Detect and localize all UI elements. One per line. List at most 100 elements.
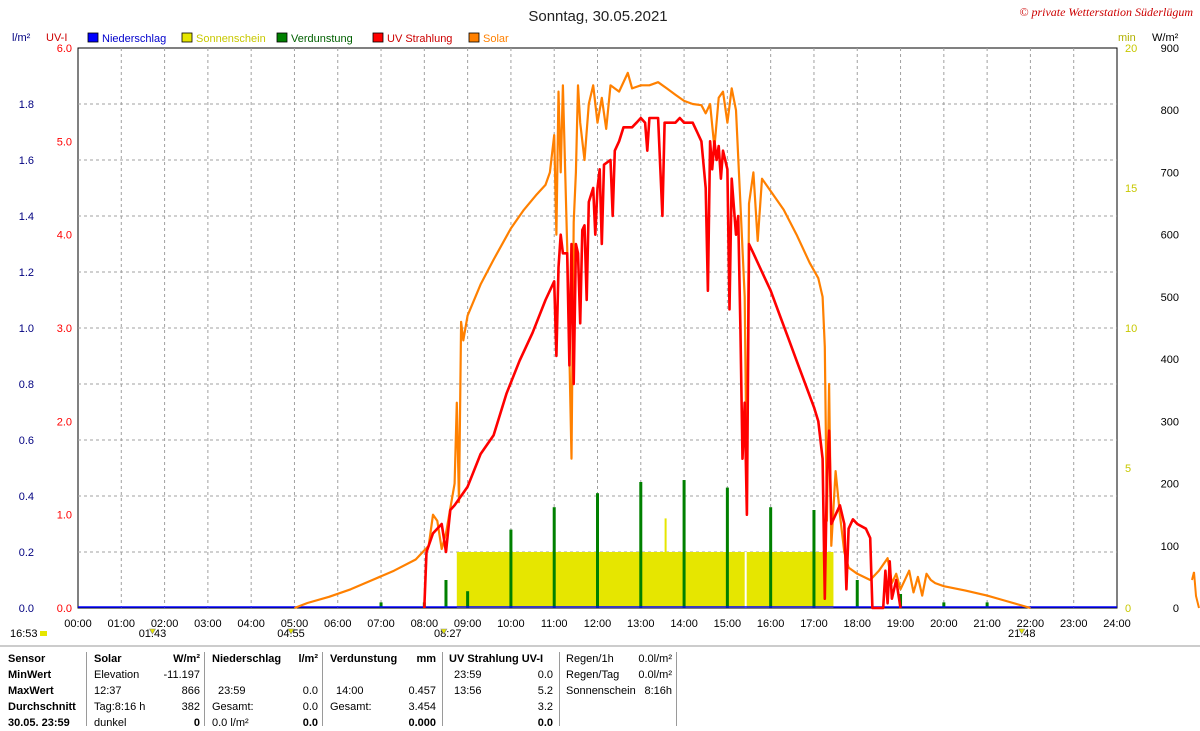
cell: 23:59 xyxy=(454,669,482,681)
y-tick-rain: 0.2 xyxy=(19,547,34,559)
row-label: MinWert xyxy=(8,669,52,681)
cell: 0.457 xyxy=(408,685,436,697)
legend-label: Verdunstung xyxy=(291,33,353,45)
x-tick-label: 04:00 xyxy=(237,618,265,630)
x-tick-label: 13:00 xyxy=(627,618,655,630)
x-tick-label: 11:00 xyxy=(541,618,568,630)
y-tick-rain: 1.0 xyxy=(19,323,34,335)
cell: -11.197 xyxy=(163,669,201,681)
cell: 13:56 xyxy=(454,685,482,697)
evaporation-bar xyxy=(769,507,773,608)
legend: Niederschlag Sonnenschein Verdunstung UV St… xyxy=(87,32,509,45)
x-tick-label: 24:00 xyxy=(1103,618,1131,630)
cell: 0.0 xyxy=(537,669,553,681)
evaporation-bar xyxy=(466,591,470,608)
x-tick-label: 21:00 xyxy=(973,618,1001,630)
y-tick-solar: 300 xyxy=(1161,416,1179,428)
cell: 0.0 xyxy=(302,701,318,713)
cell: 0 xyxy=(193,717,200,729)
header-sensor: Sensor xyxy=(8,653,46,665)
y-tick-solar: 500 xyxy=(1161,292,1179,304)
cell: 3.454 xyxy=(408,701,436,713)
column-separator xyxy=(204,652,205,726)
legend-swatch xyxy=(276,32,288,43)
column-separator xyxy=(676,652,677,726)
y-tick-solar: 0 xyxy=(1173,603,1179,615)
sun-event-marker-icon xyxy=(440,628,448,635)
column-separator xyxy=(86,652,87,726)
evaporation-bar xyxy=(379,602,383,608)
evaporation-bar xyxy=(942,602,946,608)
cell: dunkel xyxy=(94,717,127,729)
legend-label: Sonnenschein xyxy=(196,33,266,45)
y-tick-solar: 900 xyxy=(1161,43,1179,55)
extra-value: 8:16h xyxy=(644,685,672,697)
cell: 12:37 xyxy=(94,685,122,697)
y-tick-rain: 1.2 xyxy=(19,267,34,279)
cell: 3.2 xyxy=(537,701,553,713)
x-tick-label: 06:00 xyxy=(324,618,352,630)
x-tick-label: 08:00 xyxy=(411,618,439,630)
extra-value: 0.0l/m² xyxy=(638,669,672,681)
legend-swatch xyxy=(372,32,384,43)
header-solar: Solar xyxy=(94,653,122,665)
extra-value: 0.0l/m² xyxy=(638,653,672,665)
y-tick-uv: 6.0 xyxy=(57,43,72,55)
legend-label: Niederschlag xyxy=(102,33,166,45)
sunshine-gap xyxy=(744,552,747,608)
x-tick-label: 12:00 xyxy=(584,618,612,630)
legend-swatch xyxy=(87,32,99,43)
evaporation-bar xyxy=(725,487,729,608)
y-tick-sunshine: 10 xyxy=(1125,323,1137,335)
sunshine-bar xyxy=(456,552,834,608)
evaporation-bar xyxy=(552,507,556,608)
sensor-column: Sensor MinWert MaxWert Durchschnitt 30.0… xyxy=(8,650,86,729)
extra-label: Regen/1h xyxy=(566,653,614,665)
x-tick-label: 16:00 xyxy=(757,618,785,630)
x-tick-label: 20:00 xyxy=(930,618,958,630)
cell: 0.0 xyxy=(537,717,553,729)
solar-line xyxy=(294,71,1031,610)
right-unit-min: min xyxy=(1118,32,1136,44)
y-tick-rain: 0.4 xyxy=(19,491,34,503)
y-tick-uv: 2.0 xyxy=(57,416,72,428)
x-tick-label: 10:00 xyxy=(497,618,525,630)
y-tick-solar: 800 xyxy=(1161,105,1179,117)
sun-event-marker-icon xyxy=(287,628,295,635)
y-tick-uv: 0.0 xyxy=(57,603,72,615)
bar-layer xyxy=(78,480,1117,608)
rain-column: Niederschlag l/m² 23:59 0.0 Gesamt: 0.0 0.0… xyxy=(212,650,318,729)
sun-event-label: 16:53 xyxy=(10,628,38,640)
y-tick-solar: 400 xyxy=(1161,354,1179,366)
cell: 0.000 xyxy=(408,717,436,729)
cell: 0.0 l/m² xyxy=(212,717,249,729)
cell: 14:00 xyxy=(336,685,364,697)
sun-event-marker-icon xyxy=(40,631,47,636)
x-tick-label: 09:00 xyxy=(454,618,482,630)
cell: 0.0 xyxy=(302,685,318,697)
time-markers: 16:5301:4304:5508:2721:48 xyxy=(10,628,1036,640)
cell: Elevation xyxy=(94,669,140,681)
column-separator xyxy=(559,652,560,726)
solar-column: Solar W/m² Elevation -11.197 12:37 866 Tag:… xyxy=(94,650,201,729)
cell: 5.2 xyxy=(537,685,553,697)
column-separator xyxy=(322,652,323,726)
y-tick-uv: 4.0 xyxy=(57,230,72,242)
row-label: Durchschnitt xyxy=(8,701,76,713)
stats-table: Sensor MinWert MaxWert Durchschnitt 30.0… xyxy=(0,650,1200,729)
y-tick-uv: 3.0 xyxy=(57,323,72,335)
y-tick-rain: 0.0 xyxy=(19,603,34,615)
y-tick-solar: 200 xyxy=(1161,479,1179,491)
header-rain: Niederschlag xyxy=(212,653,282,665)
extra-column: Regen/1h 0.0l/m² Regen/Tag 0.0l/m² Sonnens… xyxy=(566,650,672,726)
left-unit-uv: UV-I xyxy=(46,32,67,44)
x-tick-label: 01:00 xyxy=(108,618,136,630)
x-tick-label: 00:00 xyxy=(64,618,92,630)
x-tick-label: 19:00 xyxy=(887,618,915,630)
x-tick-label: 05:00 xyxy=(281,618,309,630)
sunshine-bar xyxy=(664,518,667,608)
legend-swatch xyxy=(468,32,480,43)
y-tick-sunshine: 15 xyxy=(1125,183,1137,195)
evaporation-bar xyxy=(596,493,599,608)
